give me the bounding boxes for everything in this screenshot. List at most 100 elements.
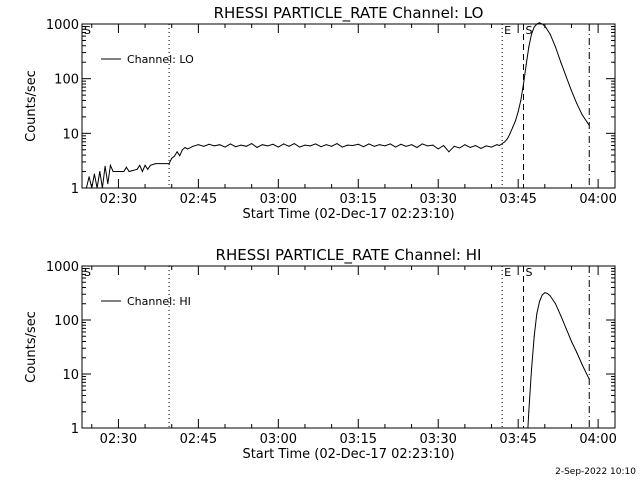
y-axis-label: Counts/sec (24, 311, 39, 383)
data-point (173, 155, 175, 157)
series-line (85, 22, 590, 189)
data-point (245, 145, 247, 147)
panel-hi: RHESSI PARTICLE_RATE Channel: HI Counts/s… (24, 246, 617, 462)
data-point (565, 75, 567, 77)
y-tick-label: 1 (71, 422, 79, 437)
data-point (544, 292, 546, 294)
data-point (571, 341, 572, 342)
data-point (219, 144, 221, 146)
x-tick-label: 02:30 (100, 432, 137, 447)
data-point (432, 144, 434, 146)
data-point (85, 187, 87, 189)
data-point (109, 164, 111, 166)
data-point (581, 114, 583, 116)
data-point (99, 171, 101, 172)
data-point (203, 145, 205, 147)
x-tick-label: 03:00 (260, 192, 297, 207)
data-point (267, 145, 269, 147)
data-point (541, 23, 543, 25)
data-point (525, 64, 527, 66)
event-marker-label: E (504, 24, 511, 37)
data-point (155, 163, 157, 165)
data-point (331, 145, 333, 147)
x-tick-label: 02:30 (100, 192, 137, 207)
legend-label: Channel: HI (127, 295, 191, 308)
chart-title: RHESSI PARTICLE_RATE Channel: HI (216, 246, 482, 265)
legend-label: Channel: LO (127, 53, 194, 66)
x-tick-label: 03:45 (499, 432, 536, 447)
data-point (384, 145, 386, 147)
data-point (283, 143, 285, 145)
data-point (144, 164, 146, 166)
data-point (523, 83, 524, 85)
data-point (299, 146, 301, 148)
x-tick-label: 03:30 (419, 192, 456, 207)
data-point (104, 165, 106, 167)
data-point (536, 313, 538, 315)
y-tick-label: 1000 (46, 260, 79, 275)
x-tick-label: 02:45 (180, 432, 217, 447)
data-point (261, 144, 263, 146)
data-point (485, 145, 487, 147)
x-tick-label: 03:45 (499, 192, 536, 207)
data-point (256, 147, 258, 148)
data-point (555, 303, 556, 305)
data-point (136, 168, 138, 170)
data-point (240, 144, 242, 146)
data-point (336, 143, 338, 145)
data-point (469, 147, 471, 148)
data-point (363, 146, 365, 148)
data-point (499, 145, 500, 146)
data-point (443, 145, 445, 146)
data-point (149, 164, 151, 166)
data-point (141, 171, 143, 172)
data-point (128, 171, 130, 172)
data-point (509, 132, 511, 134)
data-point (304, 144, 306, 146)
data-point (176, 151, 178, 153)
data-point (528, 46, 530, 48)
data-point (192, 145, 194, 147)
data-point (320, 146, 322, 148)
data-point (112, 171, 114, 172)
data-point (400, 143, 402, 145)
data-point (544, 25, 546, 27)
data-point (480, 147, 482, 149)
data-point (533, 26, 535, 28)
event-marker-label: E (504, 266, 511, 279)
data-point (309, 145, 311, 147)
data-point (171, 157, 173, 159)
event-marker-label: S (84, 24, 91, 37)
data-point (315, 143, 317, 145)
data-point (357, 143, 359, 145)
y-tick-label: 10 (62, 127, 79, 142)
data-point (347, 144, 349, 146)
data-point (379, 144, 381, 146)
data-point (547, 293, 548, 294)
data-point (373, 145, 375, 147)
data-point (576, 103, 578, 105)
data-point (224, 146, 226, 148)
data-point (197, 144, 199, 146)
data-point (581, 364, 583, 365)
data-point (560, 61, 562, 63)
data-point (229, 143, 231, 145)
data-point (437, 148, 439, 150)
data-point (507, 138, 508, 140)
data-point (251, 143, 253, 145)
data-point (101, 187, 103, 189)
data-point (531, 369, 532, 371)
data-point (325, 144, 327, 146)
data-point (536, 23, 538, 25)
data-point (107, 183, 109, 185)
data-point (93, 173, 95, 175)
data-point (555, 46, 556, 48)
data-point (517, 111, 519, 113)
data-point (187, 148, 189, 150)
plot-frame (81, 265, 616, 429)
data-point (341, 146, 343, 148)
x-tick-label: 03:30 (419, 432, 456, 447)
x-axis-label: Start Time (02-Dec-17 02:23:10) (242, 447, 454, 462)
